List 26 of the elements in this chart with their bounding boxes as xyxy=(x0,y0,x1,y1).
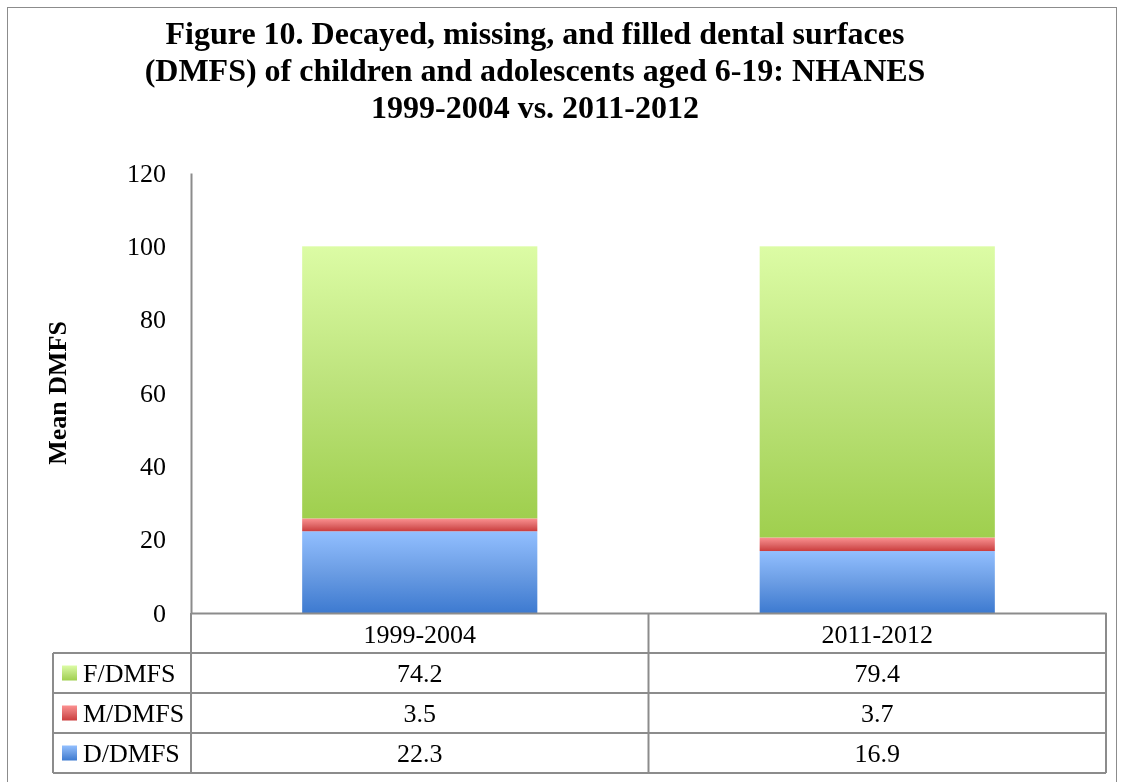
bar xyxy=(302,246,538,519)
x-tick-label: 2011-2012 xyxy=(821,620,934,650)
legend-label: D/DMFS xyxy=(83,738,180,768)
y-tick-label: 100 xyxy=(127,232,166,262)
legend-label: F/DMFS xyxy=(83,658,176,688)
y-tick-label: 80 xyxy=(140,305,166,335)
y-tick-label: 20 xyxy=(140,525,166,555)
y-axis-title: Mean DMFS xyxy=(42,321,72,465)
data-label: 79.4 xyxy=(854,658,900,688)
bar xyxy=(302,518,538,532)
bar xyxy=(759,537,995,552)
x-tick-label: 1999-2004 xyxy=(363,620,477,650)
y-tick-label: 120 xyxy=(127,158,166,188)
bar xyxy=(759,246,995,538)
y-tick-label: 40 xyxy=(140,452,166,482)
chart-title: Figure 10. Decayed, missing, and filled dental surfaces (DMFS) of children and adolescents aged 6-19: NHANES 1999-2004 vs. 2011-2012 xyxy=(144,15,926,125)
data-label: 22.3 xyxy=(397,738,443,768)
data-label: 16.9 xyxy=(854,738,900,768)
data-label: 74.2 xyxy=(397,658,443,688)
legend-label: M/DMFS xyxy=(83,698,185,728)
data-label: 3.7 xyxy=(861,698,894,728)
bar xyxy=(759,551,995,613)
bar xyxy=(302,531,538,613)
y-tick-label: 0 xyxy=(153,598,166,628)
data-label: 3.5 xyxy=(403,698,436,728)
y-tick-label: 60 xyxy=(140,378,166,408)
